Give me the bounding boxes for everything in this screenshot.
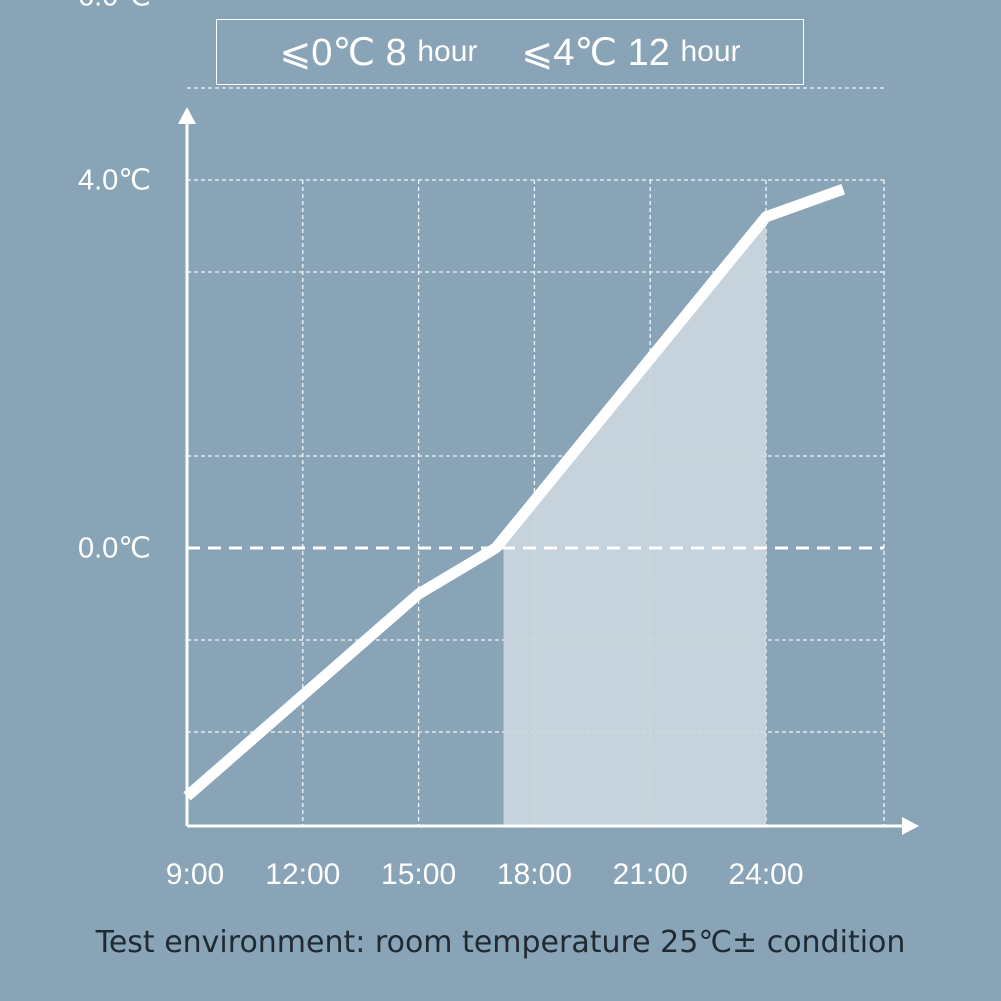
x-tick-label: 21:00 — [612, 858, 688, 891]
legend-box: ⩽0℃ 8 hour ⩽4℃ 12 hour — [216, 19, 804, 85]
y-axis-arrow — [178, 107, 196, 124]
series-line-layer — [183, 184, 846, 801]
x-tick-label: 9:00 — [165, 858, 225, 891]
caption: Test environment: room temperature 25℃± … — [95, 925, 906, 960]
legend-item1-unit: hour — [417, 35, 478, 68]
axes — [178, 107, 919, 835]
y-tick-label: 4.0℃ — [78, 164, 151, 197]
legend-item2-unit: hour — [680, 35, 741, 68]
shaded-region — [503, 216, 766, 827]
y-tick-label: 0.0℃ — [78, 532, 151, 565]
x-axis-arrow — [902, 817, 919, 835]
series-line — [183, 184, 846, 801]
x-tick-label: 18:00 — [496, 858, 572, 891]
shaded-region-layer — [503, 216, 766, 827]
y-tick-label: 6.0℃ — [78, 0, 151, 14]
legend-item2-value: ⩽4℃ 12 — [521, 31, 670, 74]
x-tick-label: 24:00 — [728, 858, 804, 891]
legend-item1-value: ⩽0℃ 8 — [279, 31, 407, 74]
x-tick-label: 15:00 — [381, 858, 457, 891]
x-tick-label: 12:00 — [265, 858, 341, 891]
